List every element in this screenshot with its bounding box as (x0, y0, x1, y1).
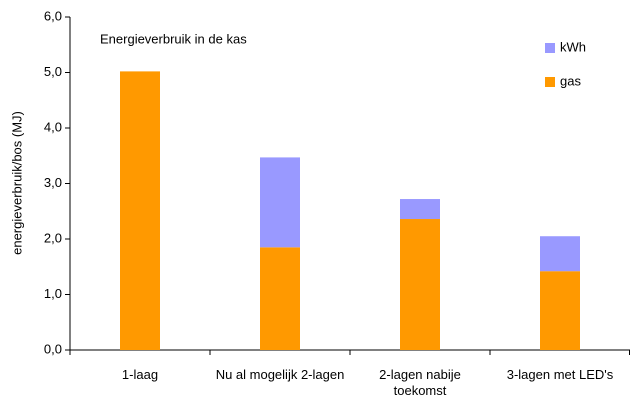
y-tick-label: 1,0 (44, 286, 62, 301)
y-tick-label: 5,0 (44, 64, 62, 79)
bar-segment (400, 199, 440, 220)
legend-label: kWh (560, 39, 586, 54)
y-tick-label: 6,0 (44, 8, 62, 23)
y-tick-label: 0,0 (44, 341, 62, 356)
chart-title: Energieverbruik in de kas (100, 31, 247, 46)
y-tick-label: 4,0 (44, 119, 62, 134)
y-tick-label: 3,0 (44, 175, 62, 190)
y-axis-label: energieverbruik/bos (MJ) (9, 111, 24, 255)
y-tick-label: 2,0 (44, 230, 62, 245)
bar-segment (400, 219, 440, 350)
x-tick-label: 2-lagen nabije toekomst (379, 367, 461, 398)
bar-segment (260, 157, 300, 248)
bar-segment (540, 271, 580, 350)
legend-label: gas (560, 73, 581, 88)
legend-swatch (545, 77, 555, 87)
bar-segment (120, 71, 160, 350)
bar-segment (540, 236, 580, 272)
bar-segment (260, 247, 300, 350)
x-tick-label: 3-lagen met LED's (506, 367, 614, 382)
x-tick-label: 1-laag (121, 367, 159, 382)
x-tick-label: Nu al mogelijk 2-lagen (215, 367, 345, 382)
legend-swatch (545, 43, 555, 53)
